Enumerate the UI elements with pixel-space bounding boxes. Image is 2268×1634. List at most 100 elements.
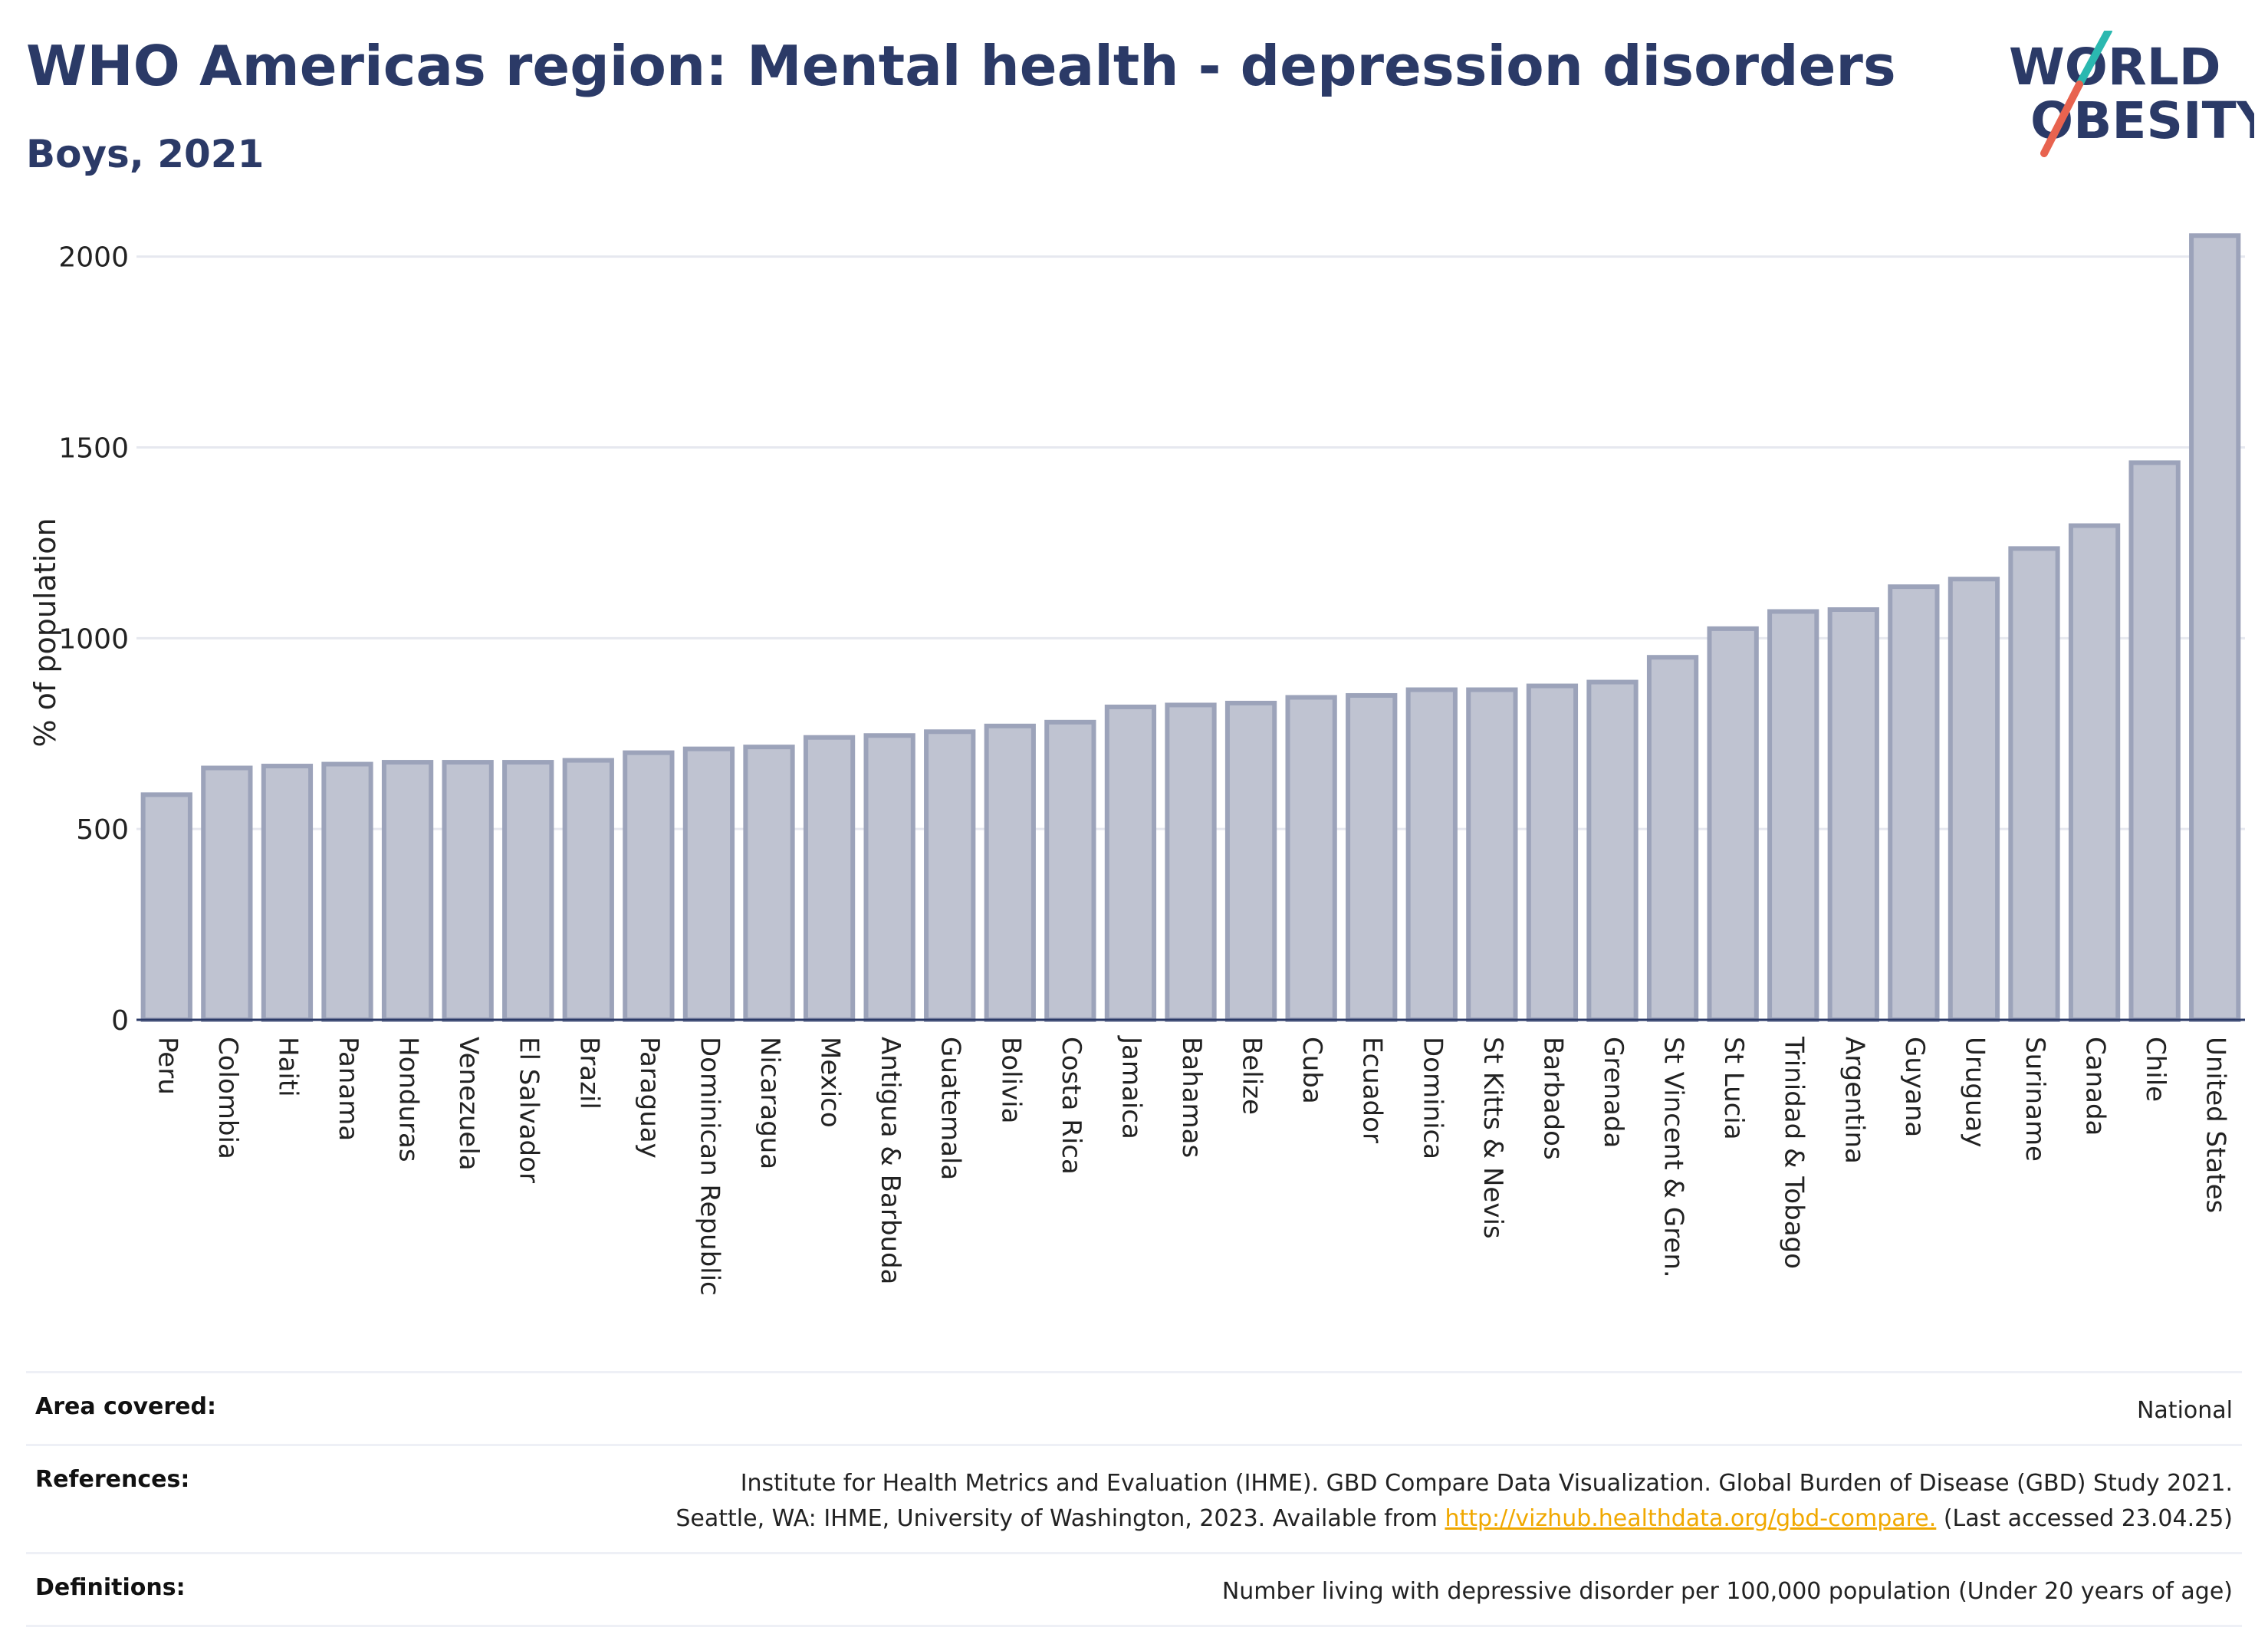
bar-colombia bbox=[201, 765, 253, 1023]
bar-el-salvador bbox=[502, 760, 554, 1022]
x-tick-label: Brazil bbox=[574, 1037, 604, 1110]
bar-costa-rica bbox=[1044, 719, 1096, 1022]
y-tick-label: 1000 bbox=[58, 623, 129, 655]
references-suffix: (Last accessed 23.04.25) bbox=[1936, 1505, 2233, 1532]
x-tick-label: Argentina bbox=[1839, 1037, 1869, 1164]
x-tick-label: Barbados bbox=[1537, 1037, 1568, 1160]
x-tick-label: Ecuador bbox=[1357, 1037, 1388, 1143]
bar-cuba bbox=[1285, 695, 1337, 1022]
bar-argentina bbox=[1827, 607, 1879, 1022]
bar-ecuador bbox=[1346, 692, 1398, 1022]
bar-canada bbox=[2068, 523, 2121, 1022]
x-tick-label: Costa Rica bbox=[1056, 1037, 1086, 1175]
bar-bolivia bbox=[984, 723, 1036, 1022]
definitions-value: Number living with depressive disorder p… bbox=[1221, 1578, 2233, 1605]
y-axis-ticks: 0 500 1000 1500 2000 bbox=[58, 242, 129, 1037]
references-label: References: bbox=[35, 1466, 190, 1493]
x-tick-label: Cuba bbox=[1297, 1037, 1327, 1104]
bar-guyana bbox=[1888, 584, 1940, 1022]
x-tick-label: Dominica bbox=[1417, 1037, 1448, 1159]
chart-title: WHO Americas region: Mental health - dep… bbox=[26, 34, 1896, 98]
bar-panama bbox=[321, 761, 373, 1023]
x-tick-label: Antigua & Barbuda bbox=[875, 1037, 906, 1284]
area-covered-label: Area covered: bbox=[35, 1393, 216, 1420]
x-tick-label: El Salvador bbox=[514, 1037, 544, 1183]
x-tick-label: Venezuela bbox=[453, 1037, 484, 1171]
bar-chart: 0 500 1000 1500 2000 Peru Colombia Haiti Panama… bbox=[28, 233, 2245, 1296]
bar-nicaragua bbox=[743, 745, 795, 1022]
x-tick-label: Guatemala bbox=[935, 1037, 966, 1180]
y-tick-label: 500 bbox=[76, 814, 129, 846]
x-tick-label: Colombia bbox=[212, 1037, 243, 1159]
bar-brazil bbox=[562, 758, 614, 1023]
bar-peru bbox=[140, 792, 192, 1022]
bar-guatemala bbox=[924, 729, 976, 1022]
y-axis-label: % of population bbox=[28, 518, 62, 747]
bar-barbados bbox=[1526, 683, 1579, 1023]
bar-mexico bbox=[803, 735, 856, 1023]
x-tick-label: St Lucia bbox=[1718, 1037, 1749, 1140]
x-tick-label: Chile bbox=[2140, 1037, 2171, 1102]
bar-chile bbox=[2128, 460, 2181, 1022]
x-tick-label: Bahamas bbox=[1176, 1037, 1207, 1158]
bar-suriname bbox=[2008, 546, 2060, 1022]
y-tick-label: 2000 bbox=[58, 242, 129, 274]
x-tick-label: Belize bbox=[1237, 1037, 1267, 1115]
reference-link[interactable]: http://vizhub.healthdata.org/gbd-compare… bbox=[1445, 1505, 1937, 1532]
area-covered-value: National bbox=[2136, 1397, 2233, 1424]
bar-united-states bbox=[2189, 233, 2241, 1023]
world-obesity-logo: WORLD OBESITY bbox=[2009, 31, 2254, 157]
x-tick-label: St Kitts & Nevis bbox=[1477, 1037, 1508, 1239]
x-tick-label: Bolivia bbox=[995, 1037, 1026, 1123]
bar-uruguay bbox=[1948, 577, 2000, 1022]
y-tick-label: 1500 bbox=[58, 432, 129, 464]
footer-row-area: Area covered: National bbox=[26, 1371, 2242, 1444]
x-tick-label: Canada bbox=[2080, 1037, 2111, 1136]
bar-venezuela bbox=[442, 760, 494, 1022]
bar-st-lucia bbox=[1707, 626, 1759, 1022]
logo-slash-teal bbox=[2076, 31, 2112, 88]
x-tick-label: Trinidad & Tobago bbox=[1779, 1036, 1809, 1269]
x-tick-label: Suriname bbox=[2020, 1037, 2050, 1162]
x-tick-label: St Vincent & Gren. bbox=[1658, 1037, 1689, 1278]
footer-row-definitions: Definitions: Number living with depressi… bbox=[26, 1552, 2242, 1627]
x-tick-label: Grenada bbox=[1598, 1037, 1629, 1148]
definitions-label: Definitions: bbox=[35, 1574, 186, 1601]
x-axis-ticks: Peru Colombia Haiti Panama Honduras Venezuela… bbox=[152, 1035, 2230, 1296]
bar-trinidad-tobago bbox=[1767, 609, 1819, 1022]
x-tick-label: United States bbox=[2201, 1037, 2231, 1213]
references-prefix: Seattle, WA: IHME, University of Washing… bbox=[675, 1505, 1445, 1532]
references-line-2: Seattle, WA: IHME, University of Washing… bbox=[675, 1501, 2233, 1537]
footer-row-references: References: Institute for Health Metrics… bbox=[26, 1444, 2242, 1552]
bar-honduras bbox=[381, 760, 434, 1022]
logo-slash-coral bbox=[2040, 81, 2083, 157]
references-value: Institute for Health Metrics and Evaluat… bbox=[675, 1466, 2233, 1537]
bar-st-vincent-gren- bbox=[1646, 655, 1699, 1022]
bar-dominican-republic bbox=[682, 746, 735, 1023]
bar-jamaica bbox=[1104, 704, 1157, 1022]
y-tick-label: 0 bbox=[111, 1005, 129, 1037]
x-tick-label: Paraguay bbox=[634, 1037, 665, 1159]
x-tick-label: Mexico bbox=[815, 1037, 846, 1128]
bar-paraguay bbox=[623, 750, 675, 1023]
x-tick-label: Nicaragua bbox=[754, 1037, 785, 1169]
bar-antigua-barbuda bbox=[863, 733, 915, 1022]
x-tick-label: Peru bbox=[152, 1037, 182, 1095]
bar-dominica bbox=[1405, 687, 1458, 1023]
x-tick-label: Panama bbox=[333, 1037, 363, 1141]
bar-bahamas bbox=[1165, 702, 1217, 1022]
bar-st-kitts-nevis bbox=[1466, 687, 1518, 1023]
logo-word-world: WORLD bbox=[2009, 38, 2221, 97]
x-tick-label: Uruguay bbox=[1959, 1037, 1990, 1148]
references-line-1: Institute for Health Metrics and Evaluat… bbox=[740, 1470, 2233, 1497]
bar-grenada bbox=[1586, 679, 1639, 1023]
bar-haiti bbox=[261, 764, 314, 1022]
x-tick-label: Honduras bbox=[393, 1037, 424, 1162]
bars bbox=[140, 233, 2241, 1023]
bar-belize bbox=[1224, 700, 1277, 1022]
x-tick-label: Dominican Republic bbox=[694, 1037, 725, 1296]
x-tick-label: Jamaica bbox=[1116, 1035, 1146, 1139]
x-tick-label: Guyana bbox=[1899, 1037, 1930, 1137]
x-tick-label: Haiti bbox=[272, 1037, 303, 1097]
chart-subtitle: Boys, 2021 bbox=[26, 132, 265, 176]
